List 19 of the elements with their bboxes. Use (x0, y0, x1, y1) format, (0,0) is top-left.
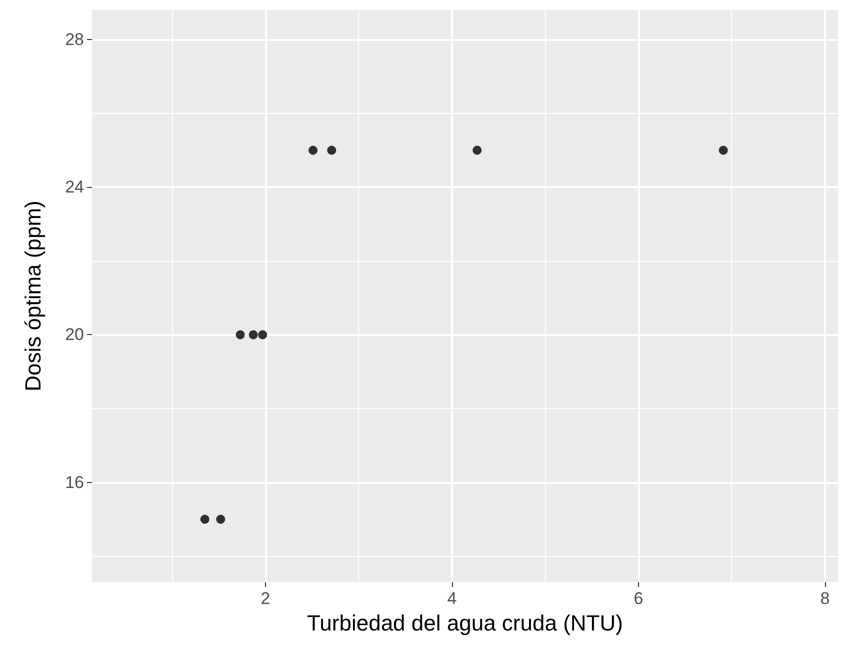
point (472, 146, 482, 155)
point (327, 146, 336, 155)
y-tick-label: 16 (65, 472, 84, 492)
point (236, 330, 245, 340)
x-tick-label: 2 (260, 589, 270, 608)
y-tick-label: 28 (65, 30, 84, 50)
x-tick-label: 4 (447, 589, 457, 608)
point (248, 330, 258, 340)
x-tick-label: 6 (634, 589, 644, 608)
x-tick-label: 8 (820, 589, 830, 608)
y-axis-title: Dosis óptima (ppm) (20, 200, 46, 392)
x-axis-title: Turbiedad del agua cruda (NTU) (307, 610, 623, 636)
y-tick-label: 20 (65, 325, 84, 344)
point (718, 146, 728, 155)
point (308, 146, 318, 155)
point (258, 330, 268, 340)
point (216, 514, 226, 524)
y-tick-label: 24 (65, 178, 84, 197)
point (200, 514, 210, 524)
